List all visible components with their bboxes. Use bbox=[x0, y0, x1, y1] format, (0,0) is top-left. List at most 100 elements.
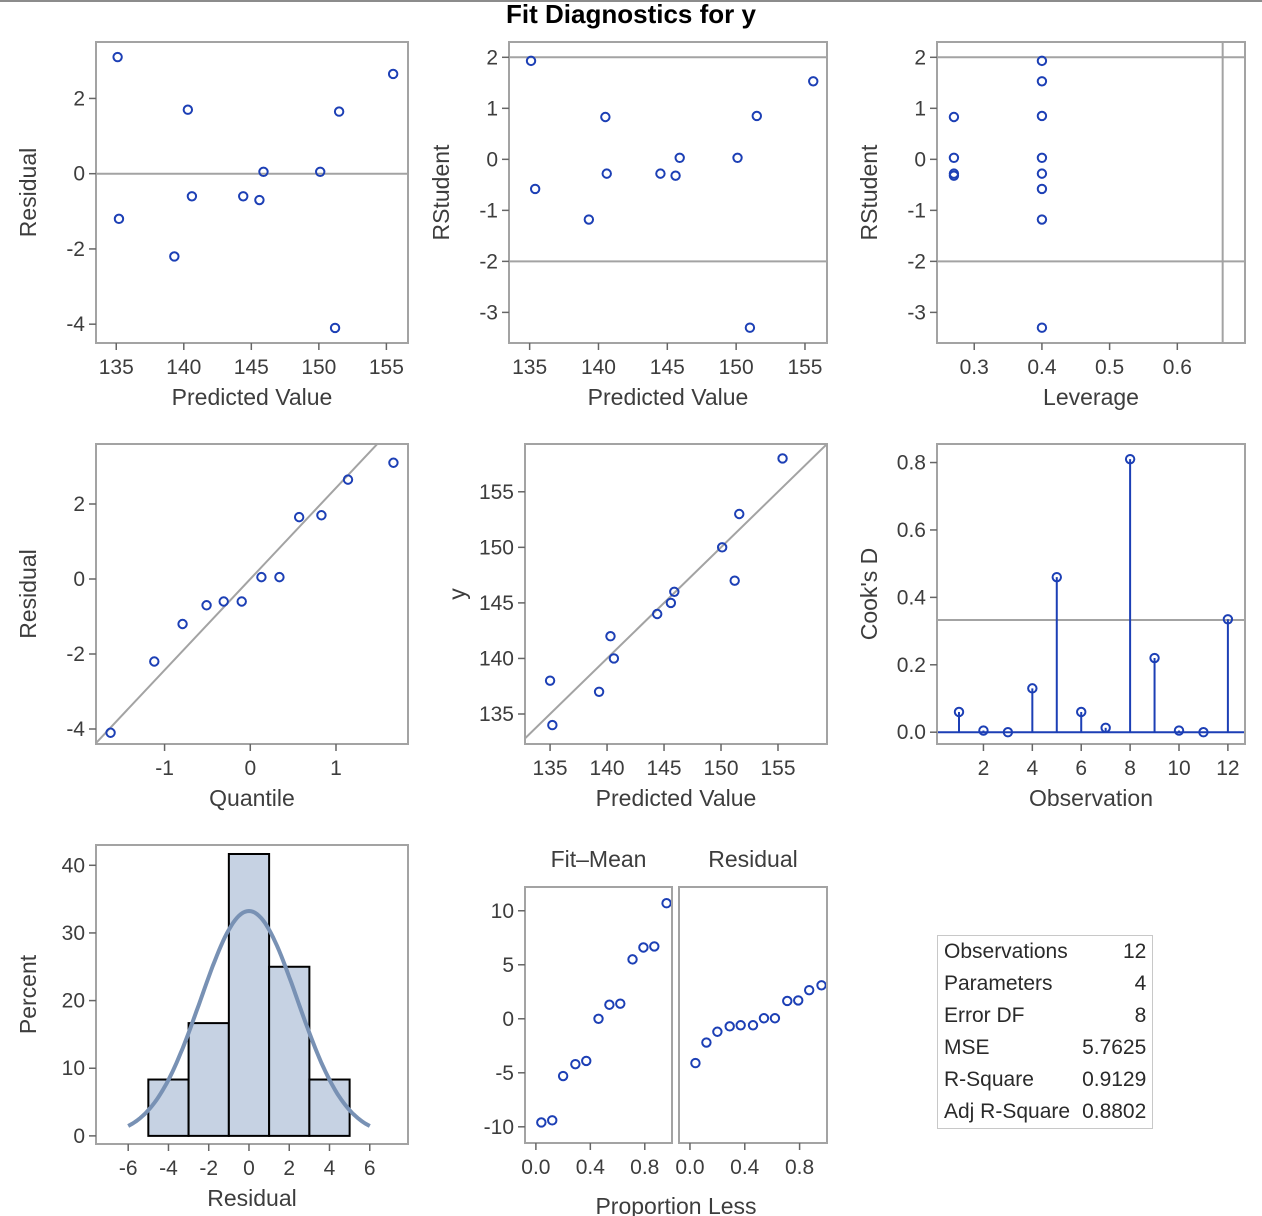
x-tick-label: 150 bbox=[719, 356, 754, 379]
data-point bbox=[712, 1026, 723, 1037]
data-point bbox=[525, 55, 537, 67]
stat-label: Parameters bbox=[944, 972, 1053, 995]
data-point bbox=[315, 166, 326, 178]
x-tick-label: 140 bbox=[590, 757, 625, 780]
data-point bbox=[258, 166, 269, 178]
data-point bbox=[1036, 55, 1048, 67]
data-point bbox=[1036, 322, 1048, 333]
data-point bbox=[182, 104, 194, 115]
data-point bbox=[701, 1037, 712, 1048]
y-tick-label: -1 bbox=[479, 199, 498, 222]
data-point bbox=[581, 1055, 592, 1067]
stat-label: Error DF bbox=[944, 1004, 1025, 1027]
plot-frame bbox=[524, 443, 828, 745]
x-tick-label: 0.6 bbox=[1163, 356, 1192, 379]
y-axis-label: RStudent bbox=[428, 144, 454, 241]
x-tick-label: -1 bbox=[155, 757, 174, 780]
data-point bbox=[1173, 725, 1185, 736]
x-tick-label: 135 bbox=[512, 356, 547, 379]
data-point bbox=[1076, 706, 1087, 718]
x-tick-label: 135 bbox=[533, 757, 568, 780]
plot-frame bbox=[678, 886, 828, 1144]
data-point bbox=[744, 322, 756, 333]
y-tick-label: 2 bbox=[486, 46, 498, 69]
y-tick-label: 155 bbox=[479, 481, 514, 504]
data-point bbox=[600, 111, 611, 123]
data-point bbox=[649, 941, 660, 952]
data-point bbox=[655, 168, 666, 179]
y-tick-label: 0 bbox=[73, 568, 85, 591]
x-axis-label: Predicted Value bbox=[596, 785, 757, 811]
data-point bbox=[758, 1013, 770, 1024]
data-point bbox=[608, 653, 620, 664]
data-point bbox=[1036, 110, 1048, 122]
plot-frame bbox=[95, 844, 409, 1145]
x-tick-label: 2 bbox=[283, 1157, 295, 1180]
data-point bbox=[256, 571, 267, 583]
data-point bbox=[329, 322, 341, 334]
stat-row: Error DF 8 bbox=[938, 1000, 1153, 1032]
x-tick-label: 155 bbox=[760, 757, 795, 780]
x-tick-label: 140 bbox=[581, 356, 616, 379]
y-tick-label: 145 bbox=[479, 592, 514, 615]
data-point bbox=[113, 213, 125, 225]
x-tick-label: -4 bbox=[159, 1157, 178, 1180]
data-point bbox=[547, 1115, 558, 1126]
x-tick-label: 135 bbox=[99, 356, 134, 379]
x-tick-label: 140 bbox=[166, 356, 201, 379]
x-axis-label: Predicted Value bbox=[172, 384, 333, 410]
x-tick-label: 0.5 bbox=[1095, 356, 1124, 379]
stat-value: 12 bbox=[1122, 940, 1147, 963]
stat-row: Parameters 4 bbox=[938, 968, 1153, 1000]
stat-value: 0.9129 bbox=[1082, 1068, 1147, 1091]
x-tick-label: -2 bbox=[199, 1157, 218, 1180]
y-tick-label: 2 bbox=[914, 46, 926, 69]
stat-row: R-Square 0.9129 bbox=[938, 1064, 1153, 1096]
y-tick-label: 2 bbox=[73, 493, 85, 516]
x-tick-label: 2 bbox=[978, 757, 990, 780]
figure-title: Fit Diagnostics for y bbox=[506, 0, 756, 29]
stat-value: 4 bbox=[1134, 972, 1147, 995]
x-tick-label: 4 bbox=[1026, 757, 1038, 780]
data-point bbox=[716, 542, 728, 553]
data-point bbox=[1222, 614, 1234, 625]
y-tick-label: 1 bbox=[486, 97, 498, 120]
y-tick-label: 0.2 bbox=[897, 654, 926, 677]
x-tick-label: 0.8 bbox=[785, 1156, 814, 1179]
y-axis-label: Cook's D bbox=[856, 548, 882, 641]
top-border bbox=[0, 0, 1262, 2]
data-point bbox=[149, 656, 160, 667]
y-tick-label: 0 bbox=[73, 1125, 85, 1148]
data-point bbox=[254, 194, 265, 206]
data-point bbox=[177, 618, 188, 630]
panel-header: Fit–Mean bbox=[551, 846, 647, 872]
data-point bbox=[777, 453, 788, 464]
histogram-bar bbox=[308, 1078, 351, 1137]
x-tick-label: 145 bbox=[234, 356, 269, 379]
stat-value: 0.8802 bbox=[1082, 1100, 1147, 1123]
data-point bbox=[978, 725, 989, 736]
x-tick-label: 4 bbox=[324, 1157, 336, 1180]
data-point bbox=[1149, 652, 1160, 664]
data-point bbox=[665, 597, 677, 609]
y-tick-label: 2 bbox=[73, 87, 85, 110]
plot-frame bbox=[936, 41, 1246, 344]
data-point bbox=[1036, 168, 1048, 179]
data-point bbox=[1036, 152, 1048, 164]
data-point bbox=[1027, 683, 1038, 694]
data-point bbox=[536, 1117, 547, 1128]
y-tick-label: 10 bbox=[491, 900, 514, 923]
data-point bbox=[1100, 722, 1111, 734]
x-tick-label: 10 bbox=[1167, 757, 1190, 780]
y-axis-label: Percent bbox=[15, 954, 41, 1034]
data-point bbox=[948, 111, 960, 123]
reference-line bbox=[525, 444, 827, 740]
data-point bbox=[734, 508, 745, 520]
y-tick-label: -1 bbox=[907, 199, 926, 222]
stat-label: Adj R-Square bbox=[944, 1100, 1071, 1123]
data-point bbox=[627, 954, 638, 965]
data-point bbox=[547, 719, 558, 731]
x-tick-label: 0.0 bbox=[521, 1156, 550, 1179]
x-tick-label: 0.4 bbox=[730, 1156, 760, 1179]
data-point bbox=[186, 191, 198, 202]
